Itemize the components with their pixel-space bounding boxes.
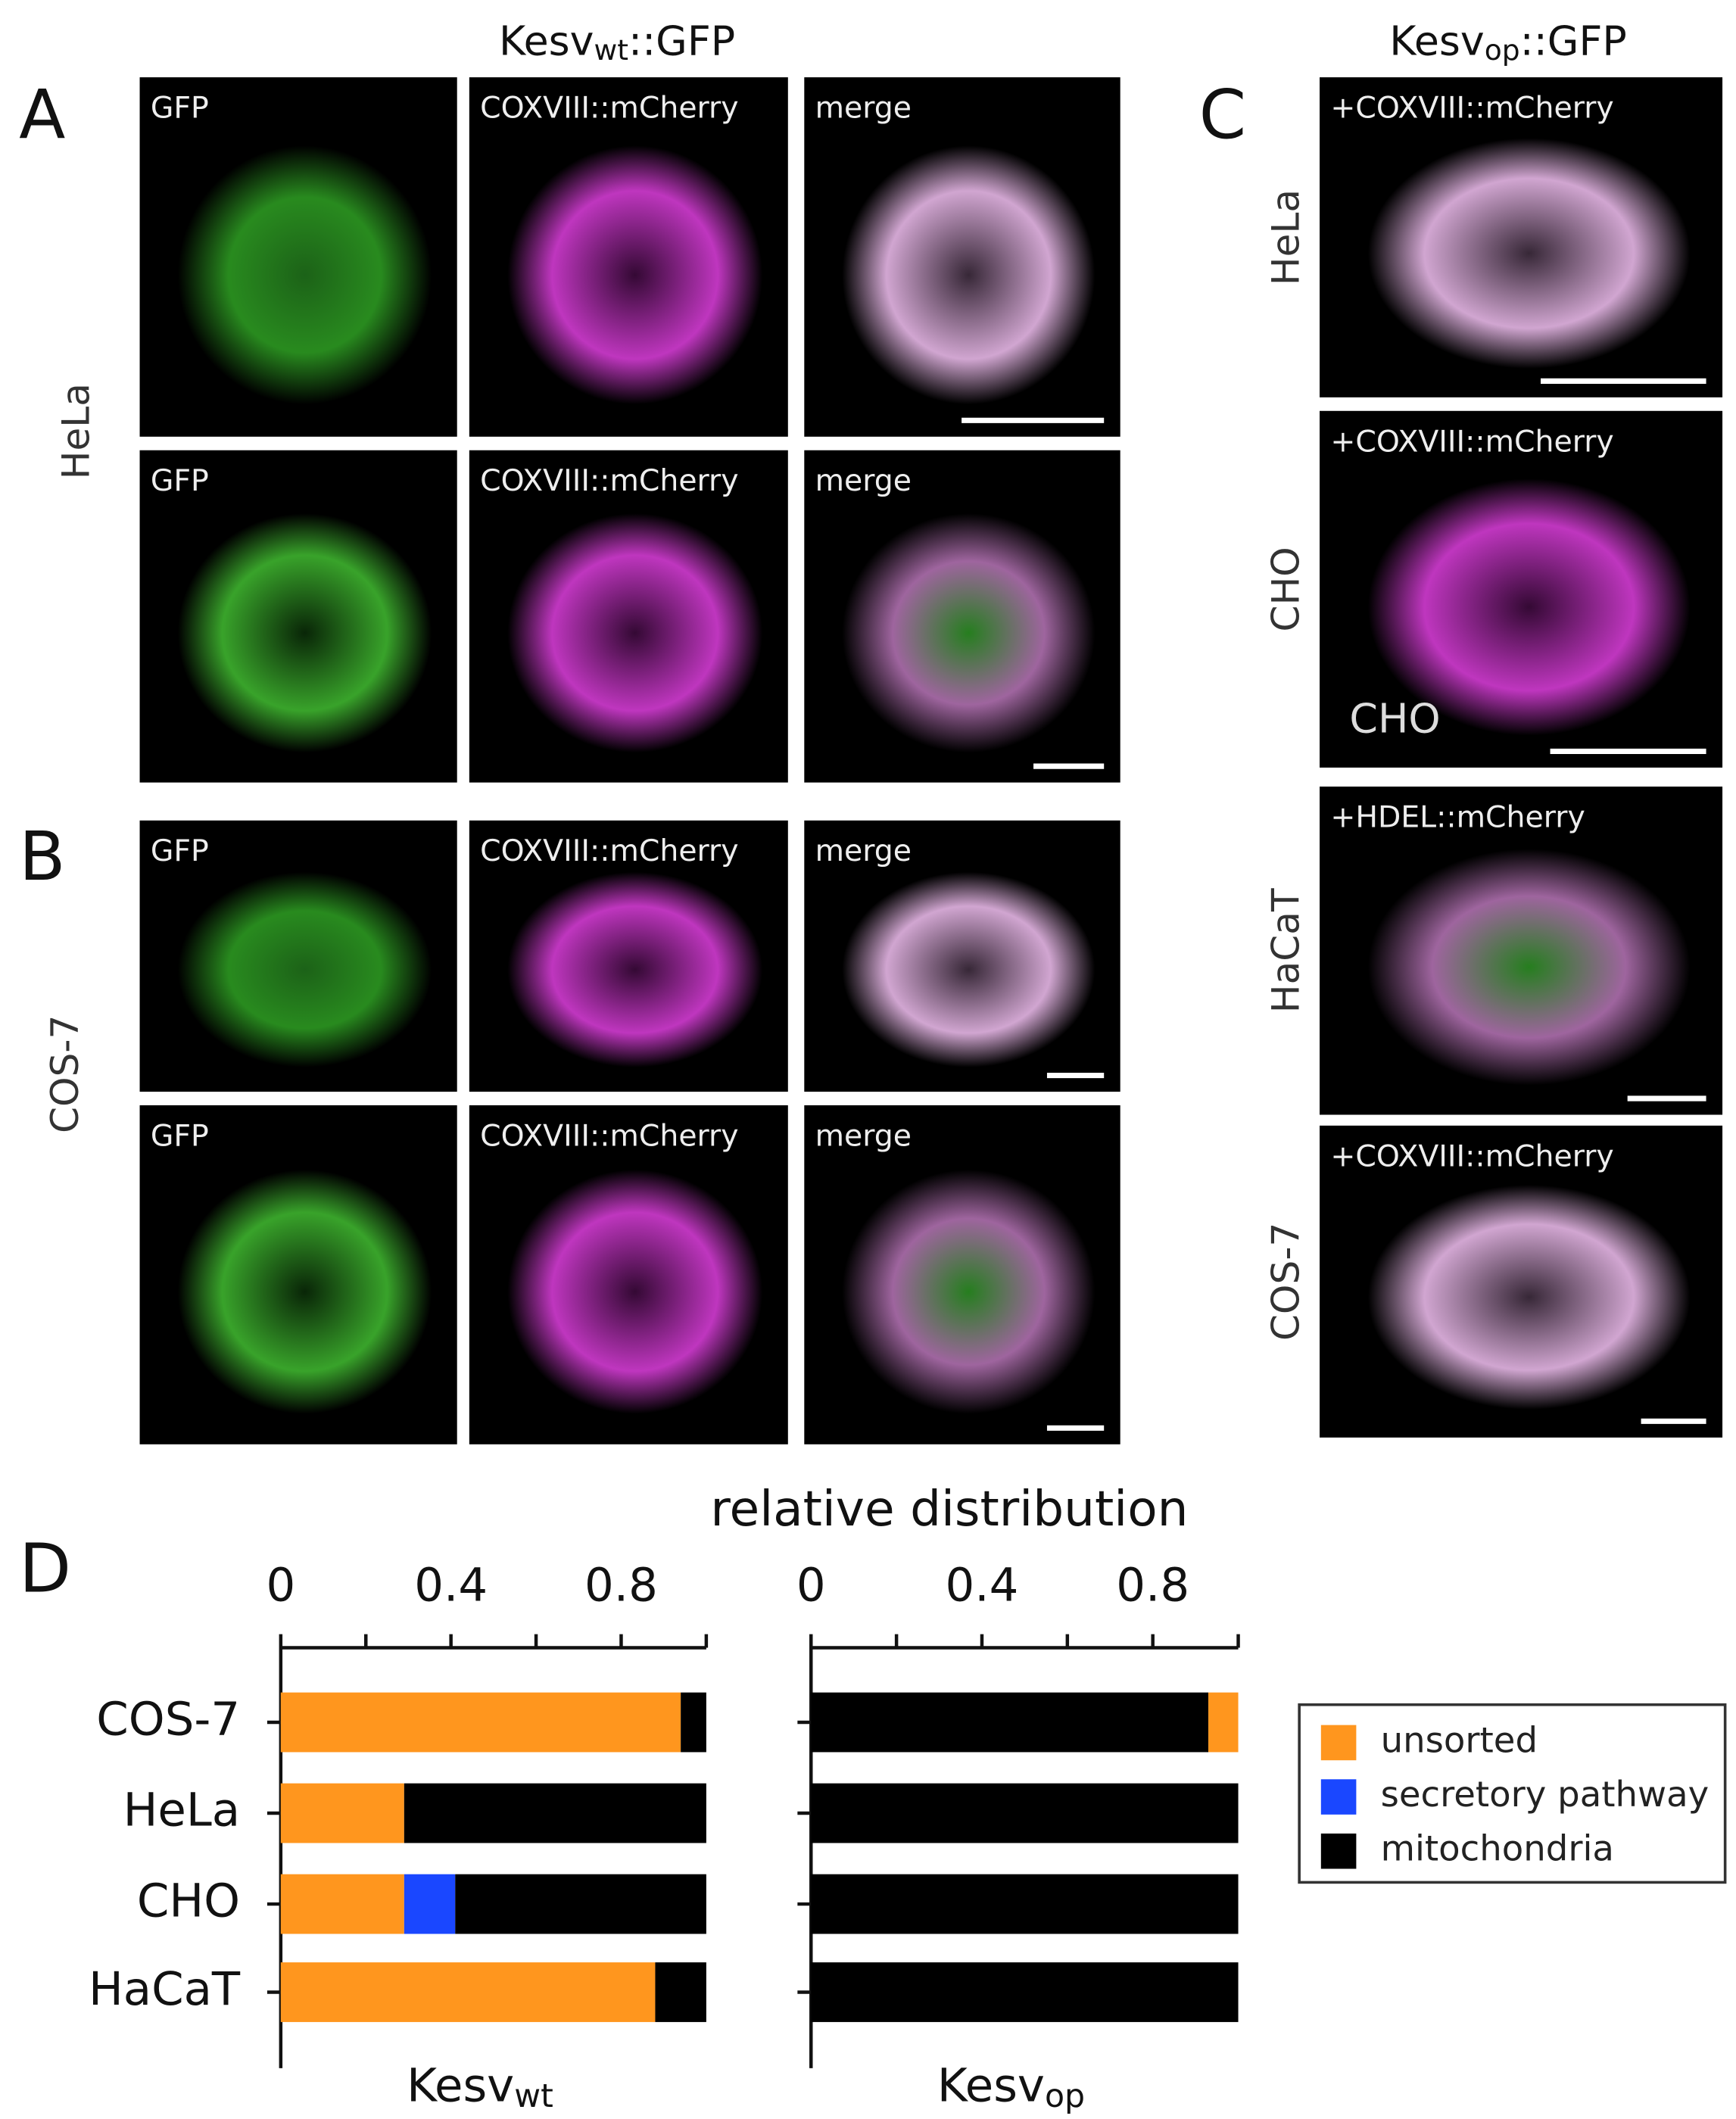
- image-label: GFP: [151, 463, 209, 498]
- text-stem: Kesv: [499, 17, 594, 64]
- text-sub: wt: [594, 33, 628, 67]
- legend-swatch: [1320, 1833, 1357, 1869]
- panel-label: A: [19, 76, 65, 154]
- image-label: merge: [815, 1118, 912, 1153]
- axis-title: relative distribution: [710, 1481, 1188, 1538]
- image-label: +COXVIII::mCherry: [1330, 424, 1613, 459]
- x-axis-label: Kesvop: [937, 2058, 1085, 2114]
- text-suffix: ::GFP: [1520, 17, 1627, 64]
- legend-label: mitochondria: [1381, 1828, 1614, 1869]
- heading: Kesvwt::GFP: [499, 17, 735, 67]
- bar-segment: [655, 1962, 706, 2022]
- x-axis-label: Kesvwt: [407, 2058, 553, 2114]
- bar-segment: [455, 1874, 706, 1934]
- cell: [177, 145, 432, 405]
- image-label: COXVIII::mCherry: [480, 463, 738, 498]
- row-label: COS-7: [1263, 1223, 1307, 1341]
- image-label: GFP: [151, 91, 209, 126]
- text-stem: Kesv: [1389, 17, 1484, 64]
- text-sub: op: [1045, 2077, 1085, 2114]
- legend-box: [1298, 1703, 1727, 1884]
- cell: [507, 513, 763, 753]
- y-tick-label: COS-7: [96, 1693, 240, 1747]
- legend-swatch: [1320, 1725, 1357, 1761]
- bar-segment: [811, 1692, 1209, 1753]
- row-label: HaCaT: [1263, 888, 1307, 1013]
- image-label: merge: [815, 91, 912, 126]
- image-label: GFP: [151, 834, 209, 868]
- cell: [842, 871, 1096, 1067]
- cell: [842, 145, 1096, 405]
- image-label: GFP: [151, 1118, 209, 1153]
- text-stem: Kesv: [937, 2058, 1045, 2112]
- legend-swatch: [1320, 1779, 1357, 1815]
- cell: [177, 871, 432, 1067]
- cell: [177, 1170, 432, 1414]
- cell: [842, 1170, 1096, 1414]
- y-tick-label: CHO: [137, 1874, 240, 1928]
- image-label: COXVIII::mCherry: [480, 1118, 738, 1153]
- row-label: HeLa: [1263, 189, 1307, 285]
- bar-segment: [280, 1692, 681, 1753]
- bar-segment: [280, 1874, 404, 1934]
- image-label: merge: [815, 834, 912, 868]
- bar-segment: [811, 1783, 1239, 1843]
- cell: [507, 871, 763, 1067]
- text-suffix: ::GFP: [628, 17, 735, 64]
- y-tick-label: HaCaT: [89, 1962, 241, 2016]
- image-label: +COXVIII::mCherry: [1330, 91, 1613, 126]
- bar-segment: [404, 1874, 456, 1934]
- image-label: +HDEL::mCherry: [1330, 799, 1585, 834]
- image-label: COXVIII::mCherry: [480, 91, 738, 126]
- cell: [1367, 138, 1691, 369]
- cell: [1367, 478, 1691, 736]
- cell: [842, 513, 1096, 753]
- bar-segment: [811, 1874, 1239, 1934]
- row-label: COS-7: [42, 1015, 87, 1133]
- cell: [1367, 1185, 1691, 1410]
- x-tick-label: 0: [266, 1558, 295, 1612]
- panel-label: B: [19, 818, 65, 896]
- cell: [177, 513, 432, 753]
- image-label: merge: [815, 463, 912, 498]
- legend-label: secretory pathway: [1381, 1774, 1710, 1815]
- x-tick-label: 0.4: [414, 1558, 488, 1612]
- cell: [507, 145, 763, 405]
- row-label: HeLa: [53, 383, 98, 479]
- image-label: COXVIII::mCherry: [480, 834, 738, 868]
- x-tick-label: 0: [796, 1558, 826, 1612]
- image-label: +COXVIII::mCherry: [1330, 1139, 1613, 1173]
- x-tick-label: 0.8: [584, 1558, 658, 1612]
- row-label: CHO: [1263, 547, 1307, 631]
- bar-segment: [280, 1962, 656, 2022]
- bar-segment: [811, 1962, 1239, 2022]
- x-tick-label: 0.4: [946, 1558, 1019, 1612]
- x-tick-label: 0.8: [1116, 1558, 1189, 1612]
- bar-segment: [1208, 1692, 1239, 1753]
- text-stem: Kesv: [407, 2058, 514, 2112]
- panel-label: C: [1199, 76, 1247, 154]
- bar-segment: [280, 1783, 404, 1843]
- text-sub: wt: [514, 2077, 553, 2114]
- heading: Kesvop::GFP: [1389, 17, 1626, 67]
- text-sub: op: [1485, 33, 1520, 67]
- y-tick-label: HeLa: [123, 1784, 240, 1837]
- panel-label: D: [19, 1529, 71, 1608]
- bar-segment: [681, 1692, 706, 1753]
- bar-segment: [404, 1783, 706, 1843]
- image-inset-label: CHO: [1349, 695, 1440, 743]
- cell: [507, 1170, 763, 1414]
- cell: [1367, 849, 1691, 1086]
- legend-label: unsorted: [1381, 1719, 1538, 1760]
